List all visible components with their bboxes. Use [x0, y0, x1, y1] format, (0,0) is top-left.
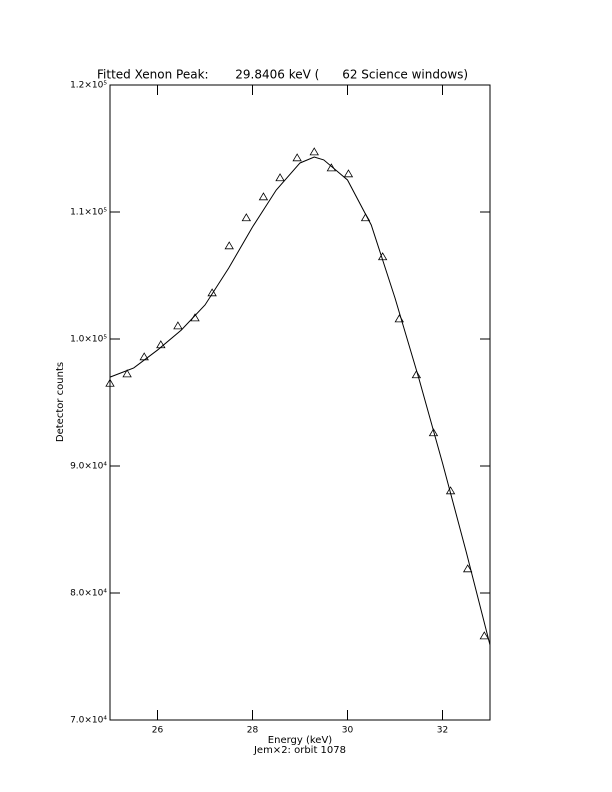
data-point: [224, 241, 234, 250]
subtitle: Jem×2: orbit 1078: [253, 745, 346, 756]
data-point: [122, 369, 132, 378]
data-point: [343, 169, 354, 178]
data-point: [428, 428, 439, 437]
data-point: [105, 378, 115, 387]
x-tick-label: 28: [247, 726, 259, 736]
data-point: [479, 631, 489, 640]
x-tick-label: 26: [152, 726, 164, 736]
y-tick-label: 7.0×10⁴: [70, 716, 107, 726]
y-tick-label: 9.0×10⁴: [70, 462, 107, 472]
fit-curve: [109, 156, 491, 646]
x-axis-label: Energy (keV): [268, 735, 333, 746]
plot-frame: [109, 84, 491, 721]
data-point: [309, 147, 319, 156]
data-point: [411, 370, 422, 379]
y-tick-label: 1.2×10⁵: [70, 81, 107, 91]
y-tick-label: 8.0×10⁴: [70, 589, 107, 599]
x-tick-label: 30: [342, 726, 354, 736]
chart-title: Fitted Xenon Peak: 29.8406 keV ( 62 Scie…: [97, 68, 468, 82]
data-point: [462, 564, 473, 573]
data-point: [207, 288, 217, 297]
x-tick-label: 32: [437, 726, 448, 736]
data-point: [258, 192, 269, 201]
data-point: [173, 321, 183, 330]
y-axis-label: Detector counts: [55, 362, 66, 442]
data-point: [275, 173, 285, 182]
data-point: [241, 213, 252, 222]
data-point: [292, 153, 302, 162]
y-tick-label: 1.1×10⁵: [70, 208, 107, 218]
y-tick-label: 1.0×10⁵: [70, 335, 107, 345]
